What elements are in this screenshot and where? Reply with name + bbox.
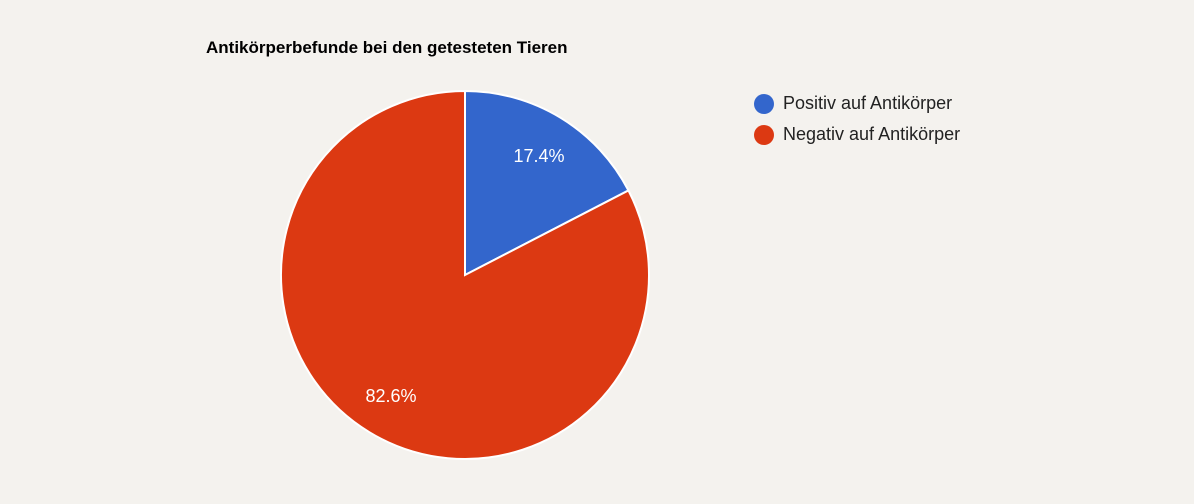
slice-negative[interactable] <box>280 89 650 460</box>
legend-label: Positiv auf Antikörper <box>783 93 953 113</box>
legend: Positiv auf Antikörper Negativ auf Antik… <box>754 88 960 150</box>
chart-title: Antikörperbefunde bei den getesteten Tie… <box>206 38 568 57</box>
slice-positive[interactable] <box>464 89 630 277</box>
legend-item-positive[interactable]: Positiv auf Antikörper <box>754 88 960 119</box>
legend-item-negative[interactable]: Negativ auf Antikörper <box>754 119 960 150</box>
slice-label-positive: 17.4% <box>513 146 564 166</box>
legend-label: Negativ auf Antikörper <box>783 124 961 144</box>
legend-dot-icon <box>754 124 774 145</box>
slice-label-negative: 82.6% <box>365 386 416 406</box>
legend-dot-icon <box>754 93 774 114</box>
